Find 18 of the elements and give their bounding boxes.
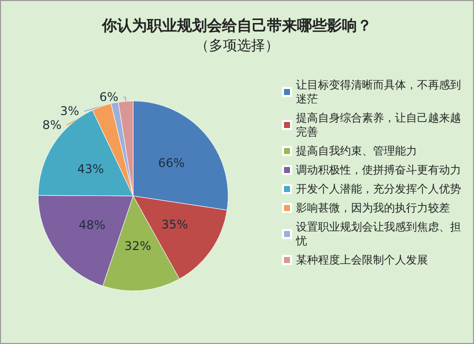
legend-label: 提高自我约束、管理能力: [296, 144, 417, 158]
legend-label: 设置职业规划会让我感到焦虑、担忧: [295, 220, 461, 248]
data-label: 3%: [60, 104, 80, 118]
legend-label: 让目标变得清晰而具体，不再感到迷茫: [296, 78, 461, 106]
data-label: 43%: [77, 162, 104, 176]
data-label: 8%: [42, 118, 62, 132]
chart-title: 你认为职业规划会给自己带来哪些影响？: [101, 16, 372, 34]
legend-label: 提高自身综合素养，让自己越来越完善: [296, 112, 461, 138]
data-label: 48%: [78, 218, 106, 232]
legend-label: 调动积极性，使拼搏奋斗更有动力: [296, 164, 461, 176]
data-label: 6%: [99, 90, 118, 104]
data-label: 32%: [124, 239, 152, 254]
legend-label: 开发个人潜能，充分发挥个人优势: [296, 182, 461, 196]
data-label: 66%: [158, 156, 185, 170]
legend-label: 某种程度上会限制个人发展: [296, 254, 428, 266]
chart-subtitle: （多项选择）: [195, 38, 279, 54]
data-label: 35%: [161, 218, 188, 232]
legend-label: 影响甚微，因为我的执行力较差: [296, 202, 450, 214]
